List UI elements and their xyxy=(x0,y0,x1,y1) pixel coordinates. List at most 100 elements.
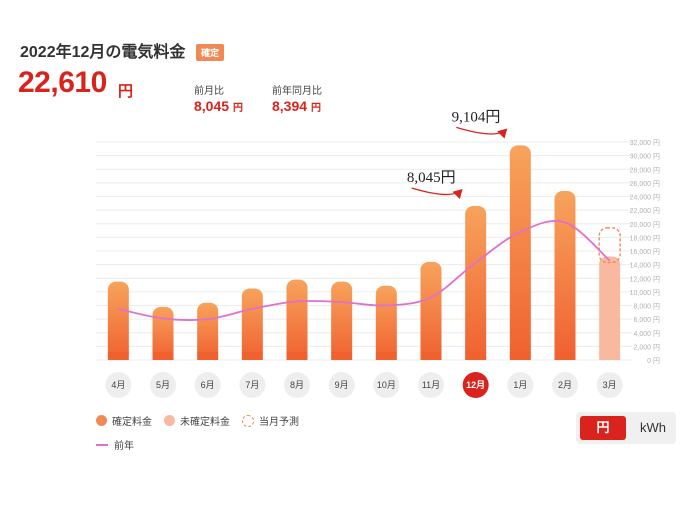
prev-year-unit: 円 xyxy=(311,103,322,114)
bar-base xyxy=(420,352,442,360)
unit-kwh-button[interactable]: kWh xyxy=(640,420,666,435)
y-tick-label: 26,000 円 xyxy=(630,180,660,188)
bar-base xyxy=(375,352,397,360)
x-label-bg xyxy=(150,372,176,398)
bar-base xyxy=(197,352,219,360)
y-tick-label: 30,000 円 xyxy=(630,153,660,161)
y-tick-label: 10,000 円 xyxy=(630,289,660,297)
legend-forecast: 当月予測 xyxy=(242,413,299,428)
bar-confirmed xyxy=(107,281,129,360)
legend-tentative-label: 未確定料金 xyxy=(180,417,230,428)
bar-confirmed xyxy=(286,279,308,360)
y-tick-label: 22,000 円 xyxy=(630,207,660,215)
prev-year-value: 8,394 円 xyxy=(272,98,321,114)
unit-yen-button[interactable]: 円 xyxy=(580,416,626,440)
x-label-bg xyxy=(596,372,623,398)
x-label-selected-bg xyxy=(462,372,489,398)
bar-confirmed xyxy=(554,191,576,360)
grid-lines xyxy=(96,141,632,361)
x-label-bg xyxy=(105,372,132,398)
prev-year-label: 前年同月比 xyxy=(272,86,322,97)
legend-forecast-swatch xyxy=(242,414,254,427)
y-tick-label: 32,000 円 xyxy=(630,139,660,147)
x-tick-label: 2月 xyxy=(558,380,572,390)
prev-month-value: 8,045 円 xyxy=(194,98,243,114)
y-tick-label: 12,000 円 xyxy=(630,275,660,283)
x-tick-label: 10月 xyxy=(377,380,396,390)
bar-base xyxy=(107,352,129,360)
x-tick-label: 5月 xyxy=(156,380,170,390)
bar-confirmed xyxy=(375,285,397,360)
y-tick-label: 14,000 円 xyxy=(630,262,660,270)
x-label-bg xyxy=(284,372,310,398)
legend-forecast-label: 当月予測 xyxy=(259,417,299,428)
bar-base xyxy=(465,352,487,360)
x-tick-label: 9月 xyxy=(335,380,349,390)
total-amount: 22,610 xyxy=(18,66,107,99)
x-tick-label: 3月 xyxy=(603,380,617,390)
bar-confirmed xyxy=(465,205,487,360)
prev-month-label: 前月比 xyxy=(194,86,224,97)
x-tick-label: 4月 xyxy=(111,380,125,390)
bar-confirmed xyxy=(509,145,531,360)
legend-prev-year: 前年 xyxy=(96,437,134,452)
prev-year-series xyxy=(118,220,611,321)
x-tick-label: 1月 xyxy=(513,380,527,390)
annotation-arrow xyxy=(456,126,508,139)
y-tick-label: 6,000 円 xyxy=(634,316,660,324)
bar-base xyxy=(331,352,353,360)
legend-prev-year-swatch xyxy=(96,443,108,446)
unit-toggle: 円 kWh xyxy=(576,412,676,444)
bars xyxy=(107,145,621,360)
legend-prev-year-label: 前年 xyxy=(114,441,134,452)
legend-tentative-swatch xyxy=(164,415,175,426)
legend-confirmed: 確定料金 xyxy=(96,413,152,428)
annotation-arrow xyxy=(411,187,463,200)
bar-base xyxy=(286,352,308,360)
y-tick-label: 2,000 円 xyxy=(634,343,660,351)
legend-confirmed-label: 確定料金 xyxy=(112,417,152,428)
bar-forecast xyxy=(598,227,621,264)
bar-base xyxy=(554,352,576,360)
confirmed-badge: 確定 xyxy=(196,44,225,61)
y-axis-ticks: 0 円 2,000 円 4,000 円 6,000 円 8,000 円 10,000 円 1… xyxy=(630,139,660,365)
bar-confirmed xyxy=(420,261,442,360)
y-tick-label: 8,000 円 xyxy=(634,303,660,311)
bar-tentative xyxy=(599,256,621,360)
bar-base xyxy=(509,352,531,360)
prev-month-amount: 8,045 xyxy=(194,98,230,114)
x-label-bg xyxy=(328,372,355,398)
x-tick-label: 8月 xyxy=(290,380,304,390)
y-tick-label: 16,000 円 xyxy=(630,248,660,256)
bar-base xyxy=(152,352,174,360)
x-label-bg xyxy=(373,372,400,398)
legend-tentative: 未確定料金 xyxy=(164,413,230,428)
y-tick-label: 0 円 xyxy=(647,357,660,365)
bar-confirmed xyxy=(331,281,353,360)
bar-tentative-base xyxy=(599,352,621,360)
prev-year-amount: 8,394 xyxy=(272,98,308,114)
bar-confirmed xyxy=(152,306,174,360)
page-title: 2022年12月の電気料金 xyxy=(20,44,186,61)
bar-base xyxy=(241,352,263,360)
prev-month-unit: 円 xyxy=(233,103,244,114)
x-axis-labels: 4月 5月 6月 7月 8月 9月 10月 11月 12月 1月 2月 3月 xyxy=(105,372,623,398)
bar-confirmed xyxy=(197,302,219,360)
y-tick-label: 24,000 円 xyxy=(630,194,660,202)
total-unit: 円 xyxy=(118,83,134,100)
x-tick-label: 6月 xyxy=(201,380,215,390)
x-tick-label: 12月 xyxy=(466,380,485,390)
x-tick-label: 11月 xyxy=(422,380,440,390)
y-tick-label: 18,000 円 xyxy=(630,234,660,242)
annotation-label: 9,104円 xyxy=(452,109,501,125)
y-tick-label: 4,000 円 xyxy=(634,330,660,338)
x-label-bg xyxy=(552,372,578,398)
legend-confirmed-swatch xyxy=(96,415,107,426)
x-tick-label: 7月 xyxy=(245,380,259,390)
x-label-bg xyxy=(239,372,266,398)
x-label-bg xyxy=(418,372,444,398)
x-label-bg xyxy=(507,372,534,398)
annotation-label: 8,045円 xyxy=(407,170,456,186)
prev-year-line xyxy=(118,220,611,321)
